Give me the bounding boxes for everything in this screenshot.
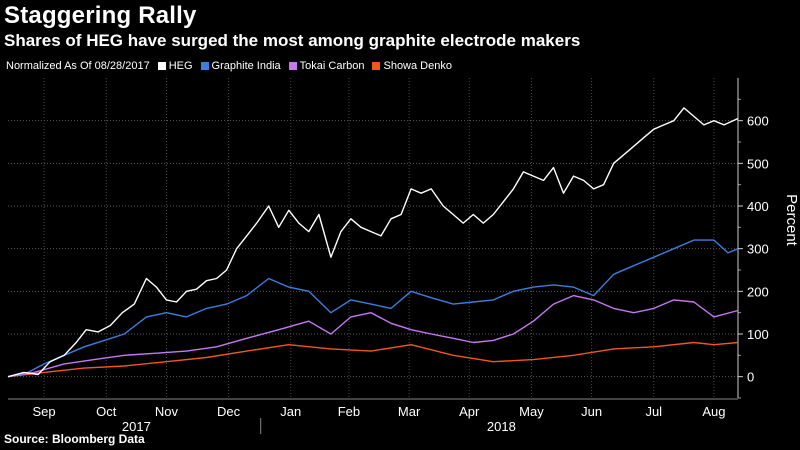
x-tick-label-apr: Apr bbox=[459, 404, 480, 419]
source-note: Source: Bloomberg Data bbox=[4, 432, 145, 446]
legend-item-graphite-india: Graphite India bbox=[200, 60, 281, 72]
x-tick-label-aug: Aug bbox=[702, 404, 725, 419]
x-tick-label-dec: Dec bbox=[217, 404, 241, 419]
legend: Normalized As Of 08/28/2017 HEG Graphite… bbox=[6, 60, 460, 72]
y-tick-label-600: 600 bbox=[747, 114, 769, 129]
y-tick-label-400: 400 bbox=[747, 199, 769, 214]
series-showa-denko bbox=[7, 341, 739, 378]
x-tick-label-mar: Mar bbox=[398, 404, 421, 419]
series-tokai-carbon bbox=[7, 294, 739, 378]
series-line-showa-denko bbox=[7, 341, 739, 378]
series-heg bbox=[7, 107, 739, 378]
legend-item-showa-denko: Showa Denko bbox=[372, 60, 452, 72]
year-label-2018: 2018 bbox=[487, 419, 516, 434]
x-tick-label-oct: Oct bbox=[96, 404, 117, 419]
series-line-heg bbox=[7, 107, 739, 378]
legend-swatch-showa-denko bbox=[372, 62, 381, 70]
legend-swatch-heg bbox=[157, 62, 166, 70]
legend-label-graphite-india: Graphite India bbox=[211, 60, 281, 72]
x-tick-label-nov: Nov bbox=[155, 404, 179, 419]
chart-title: Staggering Rally bbox=[4, 2, 197, 29]
legend-label-showa-denko: Showa Denko bbox=[383, 60, 452, 72]
legend-item-heg: HEG bbox=[157, 60, 193, 72]
legend-swatch-graphite-india bbox=[200, 62, 209, 70]
series-line-tokai-carbon bbox=[7, 294, 739, 378]
x-tick-label-sep: Sep bbox=[33, 404, 56, 419]
legend-item-tokai-carbon: Tokai Carbon bbox=[288, 60, 365, 72]
year-label-2017: 2017 bbox=[122, 419, 151, 434]
x-tick-label-feb: Feb bbox=[338, 404, 360, 419]
y-tick-label-200: 200 bbox=[747, 284, 769, 299]
y-axis-label: Percent bbox=[783, 194, 800, 247]
series-graphite-india bbox=[7, 239, 739, 378]
series-line-graphite-india bbox=[7, 239, 739, 378]
legend-label-tokai-carbon: Tokai Carbon bbox=[299, 60, 365, 72]
x-tick-label-jan: Jan bbox=[280, 404, 301, 419]
y-tick-label-500: 500 bbox=[747, 156, 769, 171]
x-tick-label-may: May bbox=[519, 404, 544, 419]
y-tick-label-0: 0 bbox=[747, 370, 754, 385]
x-tick-label-jul: Jul bbox=[645, 404, 662, 419]
legend-swatch-tokai-carbon bbox=[288, 62, 297, 70]
chart-subtitle: Shares of HEG have surged the most among… bbox=[4, 31, 581, 50]
y-tick-label-100: 100 bbox=[747, 327, 769, 342]
y-tick-label-300: 300 bbox=[747, 242, 769, 257]
legend-note: Normalized As Of 08/28/2017 bbox=[6, 60, 150, 72]
x-tick-label-jun: Jun bbox=[581, 404, 602, 419]
legend-label-heg: HEG bbox=[168, 60, 193, 72]
